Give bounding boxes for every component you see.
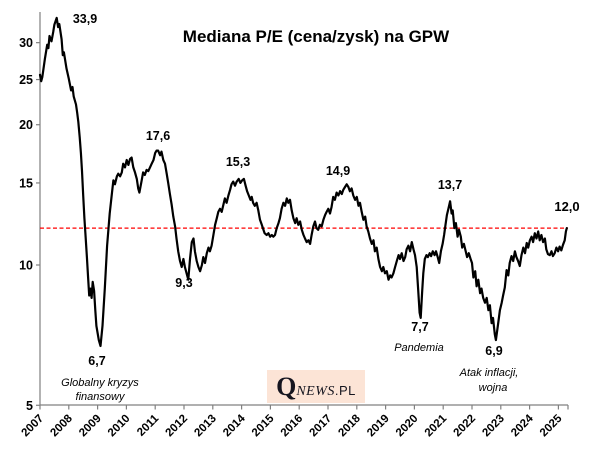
x-axis-year-label: 2016: [279, 413, 306, 440]
qnews-watermark: Q NEWS .PL: [267, 370, 365, 403]
qnews-logo-pl: .PL: [334, 383, 356, 398]
chart-title: Mediana P/E (cena/zysk) na GPW: [182, 27, 450, 46]
x-axis-year-label: 2025: [538, 412, 565, 439]
point-value-label: 6,7: [88, 354, 105, 368]
x-axis-year-label: 2019: [365, 413, 392, 440]
y-axis-label: 15: [19, 176, 33, 190]
pe-median-series-line: [38, 16, 568, 348]
y-axis-label: 20: [19, 118, 33, 132]
event-note-label: Atak inflacji,: [459, 367, 519, 379]
x-axis-year-label: 2010: [106, 413, 133, 440]
y-axis-label: 30: [19, 36, 33, 50]
qnews-logo-news: NEWS: [296, 384, 335, 399]
point-value-label: 6,9: [485, 344, 502, 358]
event-note-label: wojna: [479, 382, 508, 394]
point-value-label: 7,7: [411, 320, 428, 334]
x-axis-year-label: 2017: [308, 413, 335, 440]
x-axis-year-label: 2020: [394, 413, 421, 440]
point-value-label: 9,3: [175, 276, 192, 290]
x-axis-year-label: 2009: [77, 413, 104, 440]
event-note-label: finansowy: [76, 391, 126, 403]
point-value-label: 14,9: [326, 164, 350, 178]
x-axis-year-label: 2022: [452, 413, 479, 440]
x-axis-year-label: 2012: [164, 413, 191, 440]
event-note-label: Globalny kryzys: [61, 377, 139, 389]
x-axis-year-label: 2021: [423, 412, 450, 439]
point-value-label: 33,9: [73, 12, 97, 26]
point-value-label: 15,3: [226, 155, 250, 169]
x-axis-year-label: 2008: [48, 412, 75, 439]
x-axis-year-label: 2014: [221, 412, 248, 439]
point-value-label: 12,0: [554, 199, 579, 214]
x-axis-year-label: 2023: [480, 413, 507, 440]
point-value-label: 17,6: [146, 129, 170, 143]
x-axis-year-label: 2007: [20, 413, 47, 440]
x-axis-year-label: 2013: [192, 413, 219, 440]
x-axis-year-label: 2011: [135, 412, 162, 439]
point-value-label: 13,7: [438, 178, 462, 192]
x-axis-year-label: 2018: [336, 412, 363, 439]
x-axis-year-label: 2015: [250, 412, 277, 439]
x-axis-year-label: 2024: [509, 412, 536, 439]
qnews-logo-q: Q: [276, 372, 297, 401]
y-axis-label: 10: [19, 259, 33, 273]
y-axis-label: 5: [26, 399, 33, 413]
y-axis-label: 25: [19, 73, 33, 87]
event-note-label: Pandemia: [394, 342, 444, 354]
